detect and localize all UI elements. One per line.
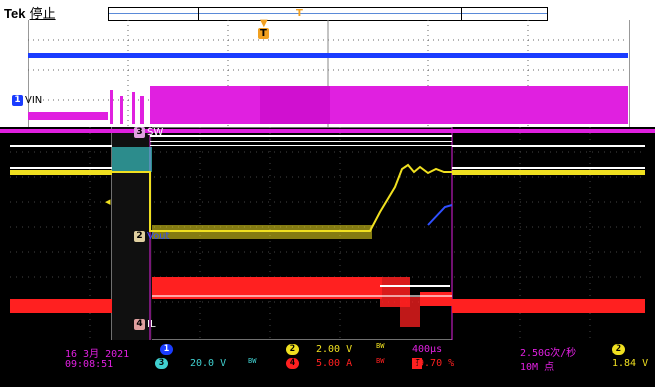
il-trace bbox=[10, 299, 112, 313]
trigger-icon[interactable]: ▼ bbox=[260, 18, 268, 29]
ch2-bw-flag: BW bbox=[376, 342, 385, 350]
sw-overview-pulses bbox=[28, 86, 330, 124]
ch4-scale: 5.00 A bbox=[316, 358, 353, 369]
overview-pane: Tek 停止 T ▼ T 1 VIN bbox=[0, 0, 655, 127]
ch3-scale: 20.0 V bbox=[190, 358, 227, 369]
date-text: 16 3月 2021 bbox=[65, 349, 130, 360]
vin-channel-label[interactable]: 1 VIN bbox=[12, 95, 42, 106]
brand-label: Tek 停止 bbox=[4, 3, 56, 22]
ch3-badge: 3 bbox=[134, 127, 145, 138]
il-label-text: IL bbox=[147, 319, 156, 330]
ch2-scale: 2.00 V bbox=[316, 344, 353, 355]
tek-logo: Tek bbox=[4, 6, 26, 21]
vin-trace bbox=[28, 53, 628, 58]
zoom-waveforms: ◂ bbox=[0, 127, 655, 340]
sw-overview-block bbox=[150, 86, 628, 124]
timebase-text[interactable]: 400μs bbox=[412, 344, 443, 355]
ch4-bw-flag: BW bbox=[376, 357, 385, 365]
ch4-badge: 4 bbox=[134, 319, 145, 330]
trigger-badge[interactable]: T bbox=[258, 28, 269, 39]
run-state[interactable]: 停止 bbox=[29, 7, 56, 22]
sw-trace bbox=[0, 129, 655, 133]
svg-text:◂: ◂ bbox=[105, 195, 111, 208]
record-line bbox=[109, 13, 547, 14]
top-graticule bbox=[28, 20, 630, 127]
vout-trace bbox=[10, 163, 645, 232]
record-length-text: 10M 点 bbox=[520, 362, 555, 373]
vout-channel-label[interactable]: 2 Vout bbox=[134, 231, 169, 242]
overview-waveforms bbox=[28, 20, 628, 127]
trigger-position-marker[interactable]: T bbox=[296, 8, 303, 19]
sw-channel-label[interactable]: 3 SW bbox=[134, 127, 163, 138]
zoom-pane: ◂ 3 SW 2 Vout 4 IL bbox=[0, 127, 655, 340]
zoom-window-indicator[interactable] bbox=[198, 7, 462, 21]
vout-label-text: Vout bbox=[147, 231, 170, 242]
ch1-badge: 1 bbox=[12, 95, 23, 106]
time-text: 09:08:51 bbox=[65, 359, 114, 370]
sample-rate-text: 2.50G次/秒 bbox=[520, 348, 577, 359]
status-bar: 16 3月 2021 09:08:51 1 3 20.0 V BW 2 2.00… bbox=[0, 340, 655, 387]
vin-label-text: VIN bbox=[25, 95, 43, 106]
il-channel-label[interactable]: 4 IL bbox=[134, 319, 156, 330]
sw-label-text: SW bbox=[147, 127, 164, 138]
trigger-level-text: 1.84 V bbox=[612, 358, 649, 369]
ch2-badge: 2 bbox=[134, 231, 145, 242]
ch3-bw-flag: BW bbox=[248, 357, 257, 365]
